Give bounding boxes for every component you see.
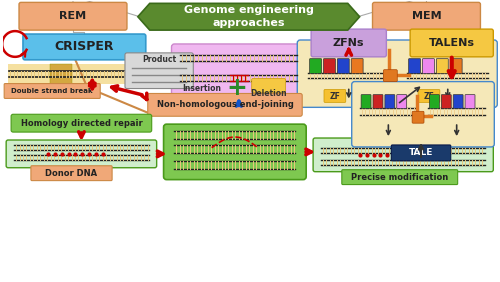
FancyBboxPatch shape [310, 59, 322, 74]
FancyBboxPatch shape [172, 44, 306, 98]
FancyBboxPatch shape [352, 81, 494, 147]
Text: Donor DNA: Donor DNA [46, 169, 98, 178]
FancyBboxPatch shape [148, 93, 302, 116]
FancyBboxPatch shape [397, 95, 406, 109]
FancyBboxPatch shape [392, 145, 450, 161]
FancyBboxPatch shape [324, 59, 336, 74]
Text: TALENs: TALENs [428, 38, 474, 48]
FancyBboxPatch shape [164, 124, 306, 180]
FancyBboxPatch shape [125, 53, 194, 89]
Text: Insertion: Insertion [182, 84, 222, 93]
FancyBboxPatch shape [252, 79, 286, 92]
Bar [50, 64, 72, 83]
Text: ZF: ZF [330, 92, 340, 101]
Text: +: + [226, 76, 248, 100]
FancyBboxPatch shape [422, 59, 434, 74]
FancyBboxPatch shape [6, 140, 156, 168]
FancyBboxPatch shape [361, 95, 371, 109]
FancyBboxPatch shape [442, 95, 451, 109]
FancyBboxPatch shape [342, 170, 458, 184]
FancyBboxPatch shape [450, 59, 462, 74]
Text: ZFNs: ZFNs [333, 38, 364, 48]
Text: CRISPER: CRISPER [54, 40, 114, 53]
FancyBboxPatch shape [385, 95, 395, 109]
Text: Double strand break: Double strand break [12, 88, 93, 94]
FancyBboxPatch shape [313, 138, 494, 172]
FancyBboxPatch shape [31, 166, 112, 180]
FancyBboxPatch shape [373, 95, 383, 109]
FancyBboxPatch shape [338, 59, 349, 74]
FancyBboxPatch shape [11, 114, 152, 132]
FancyBboxPatch shape [298, 40, 498, 107]
FancyBboxPatch shape [19, 2, 127, 30]
FancyBboxPatch shape [384, 70, 398, 81]
Text: Homology directed repair: Homology directed repair [20, 119, 142, 128]
Text: MEM: MEM [412, 11, 442, 21]
Polygon shape [138, 3, 360, 30]
FancyBboxPatch shape [408, 59, 420, 74]
Text: TALE: TALE [409, 148, 433, 157]
FancyBboxPatch shape [430, 95, 440, 109]
FancyBboxPatch shape [453, 95, 463, 109]
FancyBboxPatch shape [4, 83, 100, 98]
FancyBboxPatch shape [436, 59, 448, 74]
Text: Genome engineering
approaches: Genome engineering approaches [184, 5, 314, 28]
Text: Precise modification: Precise modification [350, 173, 448, 182]
Text: ZF: ZF [424, 92, 434, 101]
FancyBboxPatch shape [418, 89, 440, 102]
Bar [8, 64, 147, 83]
FancyBboxPatch shape [372, 2, 480, 30]
FancyBboxPatch shape [410, 29, 494, 57]
Text: REM: REM [60, 11, 86, 21]
FancyBboxPatch shape [465, 95, 475, 109]
Text: Deletion: Deletion [250, 89, 287, 98]
FancyBboxPatch shape [412, 111, 424, 123]
FancyBboxPatch shape [311, 29, 386, 57]
FancyBboxPatch shape [351, 59, 363, 74]
Text: Non-homologous end-joining: Non-homologous end-joining [156, 100, 294, 109]
FancyBboxPatch shape [23, 34, 146, 60]
FancyBboxPatch shape [324, 89, 346, 102]
Text: Product: Product [142, 55, 176, 64]
